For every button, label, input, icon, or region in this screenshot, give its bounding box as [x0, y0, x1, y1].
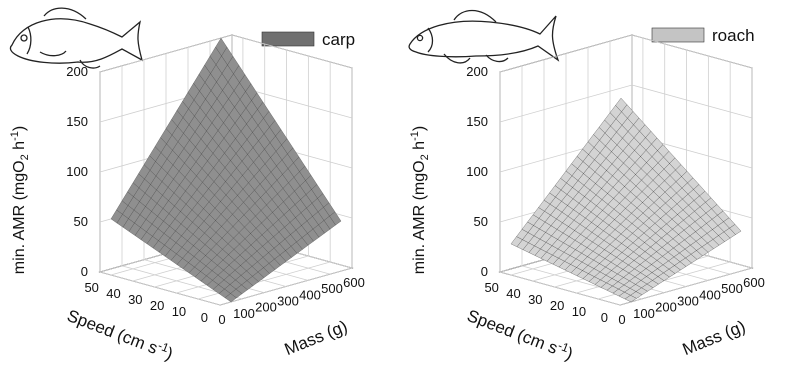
roach-fish-drawing	[408, 9, 560, 64]
roach-mass-axis-label: Mass (g)	[680, 317, 748, 359]
roach-surface	[510, 97, 742, 303]
speed-tick-label: 10	[172, 304, 186, 319]
speed-tick-label: 40	[106, 286, 120, 301]
amr-tick-label: 200	[66, 64, 88, 79]
amr-tick-label: 100	[66, 164, 88, 179]
carp-speed-axis-label: Speed (cm s-1)	[64, 304, 176, 364]
carp-fish-drawing	[9, 7, 144, 69]
roach-legend-label: roach	[712, 26, 755, 45]
speed-tick-label: 50	[484, 280, 498, 295]
amr-tick-label: 50	[474, 214, 488, 229]
speed-tick-label: 30	[128, 292, 142, 307]
speed-tick-label: 30	[528, 292, 542, 307]
amr-tick-label: 0	[481, 264, 488, 279]
mass-tick-label: 500	[721, 281, 743, 296]
roach-legend-swatch	[651, 27, 705, 43]
carp-mass-axis-label: Mass (g)	[282, 317, 350, 359]
amr-tick-label: 200	[466, 64, 488, 79]
amr-tick-label: 50	[74, 214, 88, 229]
amr-tick-label: 150	[466, 114, 488, 129]
mass-tick-label: 0	[218, 312, 225, 327]
mass-tick-label: 600	[343, 275, 365, 290]
surface-cell	[224, 293, 237, 303]
mass-tick-label: 100	[633, 306, 655, 321]
mass-floor-gridline	[499, 271, 621, 306]
mass-tick-label: 400	[299, 287, 321, 302]
carp-legend-swatch	[261, 31, 315, 47]
amr-tick-label: 100	[466, 164, 488, 179]
roach-speed-axis-label: Speed (cm s-1)	[464, 304, 576, 364]
roach-y-axis-label: min. AMR (mgO2 h-1)	[409, 126, 431, 274]
speed-tick-label: 50	[84, 280, 98, 295]
amr-tick-label: 150	[66, 114, 88, 129]
speed-tick-label: 20	[550, 298, 564, 313]
mass-tick-label: 0	[618, 312, 625, 327]
amr-tick-label: 0	[81, 264, 88, 279]
mass-tick-label: 400	[699, 287, 721, 302]
carp-surface	[110, 37, 342, 303]
surface-cell	[624, 295, 637, 303]
speed-tick-label: 0	[201, 310, 208, 325]
speed-tick-label: 20	[150, 298, 164, 313]
mass-tick-label: 100	[233, 306, 255, 321]
mass-tick-label: 200	[655, 300, 677, 315]
speed-tick-label: 40	[506, 286, 520, 301]
speed-tick-label: 10	[572, 304, 586, 319]
mass-tick-label: 600	[743, 275, 765, 290]
mass-tick-label: 300	[677, 294, 699, 309]
mass-tick-label: 300	[277, 294, 299, 309]
carp-legend-label: carp	[322, 30, 355, 49]
mass-tick-label: 500	[321, 281, 343, 296]
speed-tick-label: 0	[601, 310, 608, 325]
mass-floor-gridline	[99, 271, 221, 306]
carp-y-axis-label: min. AMR (mgO2 h-1)	[9, 126, 31, 274]
mass-tick-label: 200	[255, 300, 277, 315]
